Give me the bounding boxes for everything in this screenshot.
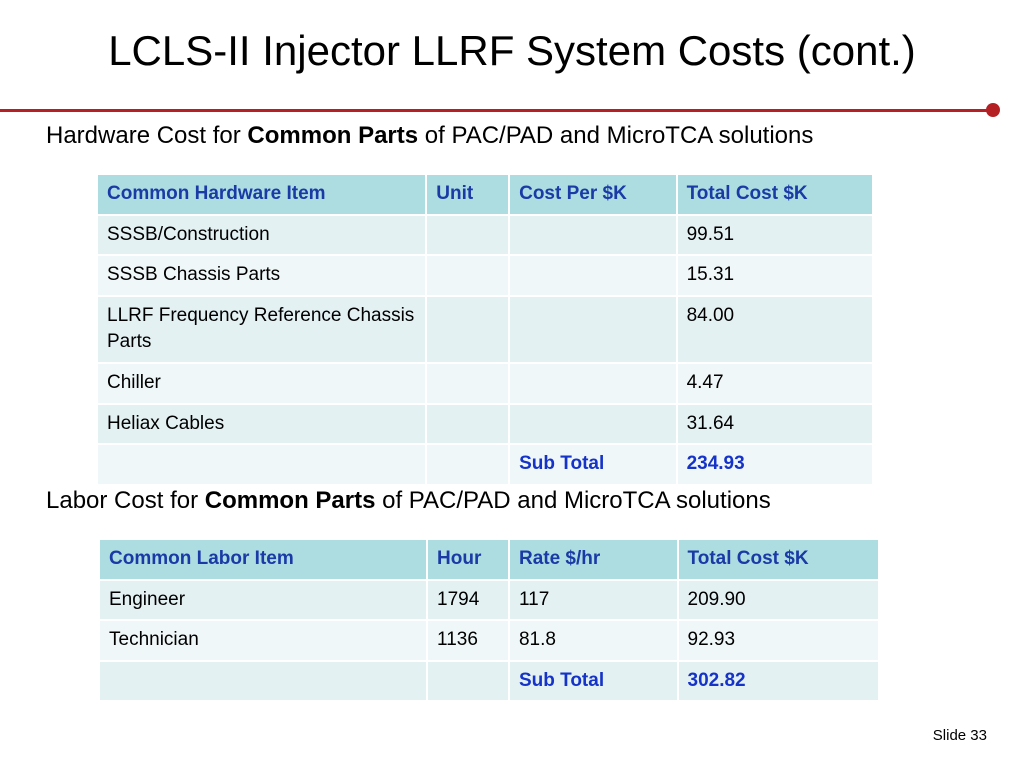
table-cell: 1136 bbox=[426, 619, 510, 662]
table-cell bbox=[508, 254, 678, 297]
table-cell bbox=[97, 659, 429, 703]
labor-heading-suffix: of PAC/PAD and MicroTCA solutions bbox=[375, 487, 771, 514]
table-cell: 209.90 bbox=[676, 578, 881, 622]
slide-number: Slide 33 bbox=[932, 727, 987, 744]
table-cell: 92.93 bbox=[676, 619, 881, 662]
table-cell bbox=[426, 659, 510, 703]
hardware-heading-prefix: Hardware Cost for bbox=[46, 122, 248, 149]
table-cell bbox=[508, 361, 678, 405]
table-row: Chiller 4.47 bbox=[95, 361, 875, 405]
labor-cost-table: Common Labor Item Hour Rate $/hr Total C… bbox=[97, 538, 881, 703]
table-cell: 1794 bbox=[426, 578, 510, 622]
table-cell: 81.8 bbox=[507, 619, 679, 662]
hardware-heading-bold: Common Parts bbox=[247, 122, 419, 149]
table-cell bbox=[425, 361, 511, 405]
subtotal-value: 302.82 bbox=[676, 659, 881, 703]
subtotal-value: 234.93 bbox=[675, 443, 875, 486]
table-cell bbox=[425, 443, 511, 486]
column-header: Total Cost $K bbox=[676, 538, 881, 581]
hardware-cost-table: Common Hardware Item Unit Cost Per $K To… bbox=[95, 173, 875, 486]
column-header: Rate $/hr bbox=[507, 538, 679, 581]
table-cell: 117 bbox=[507, 578, 679, 622]
table-row: LLRF Frequency Reference Chassis Parts 8… bbox=[95, 294, 875, 364]
table-header-row: Common Hardware Item Unit Cost Per $K To… bbox=[95, 173, 875, 216]
hardware-heading-suffix: of PAC/PAD and MicroTCA solutions bbox=[418, 122, 814, 149]
divider-endpoint-dot bbox=[986, 103, 1000, 117]
table-cell: 31.64 bbox=[675, 402, 875, 446]
subtotal-label: Sub Total bbox=[507, 659, 679, 703]
column-header: Unit bbox=[425, 173, 511, 216]
table-cell bbox=[508, 294, 678, 364]
table-row: Technician 1136 81.8 92.93 bbox=[97, 619, 881, 662]
table-cell bbox=[425, 213, 511, 257]
title-divider bbox=[0, 109, 990, 112]
table-cell: 4.47 bbox=[675, 361, 875, 405]
table-cell: Technician bbox=[97, 619, 429, 662]
table-cell bbox=[425, 294, 511, 364]
table-row: SSSB/Construction 99.51 bbox=[95, 213, 875, 257]
table-row: SSSB Chassis Parts 15.31 bbox=[95, 254, 875, 297]
table-row: Heliax Cables 31.64 bbox=[95, 402, 875, 446]
table-cell bbox=[425, 254, 511, 297]
table-cell bbox=[425, 402, 511, 446]
table-cell bbox=[508, 213, 678, 257]
table-cell: SSSB Chassis Parts bbox=[95, 254, 428, 297]
labor-heading-bold: Common Parts bbox=[204, 487, 376, 514]
table-row: Engineer 1794 117 209.90 bbox=[97, 578, 881, 622]
column-header: Common Labor Item bbox=[97, 538, 429, 581]
table-cell bbox=[95, 443, 428, 486]
hardware-heading: Hardware Cost for Common Parts of PAC/PA… bbox=[46, 122, 813, 151]
table-cell: 84.00 bbox=[675, 294, 875, 364]
column-header: Total Cost $K bbox=[675, 173, 875, 216]
subtotal-row: Sub Total 234.93 bbox=[95, 443, 875, 486]
table-cell: Engineer bbox=[97, 578, 429, 622]
column-header: Cost Per $K bbox=[508, 173, 678, 216]
column-header: Hour bbox=[426, 538, 510, 581]
table-cell: 99.51 bbox=[675, 213, 875, 257]
column-header: Common Hardware Item bbox=[95, 173, 428, 216]
table-cell: LLRF Frequency Reference Chassis Parts bbox=[95, 294, 428, 364]
subtotal-row: Sub Total 302.82 bbox=[97, 659, 881, 703]
table-cell: 15.31 bbox=[675, 254, 875, 297]
table-cell: SSSB/Construction bbox=[95, 213, 428, 257]
table-cell: Chiller bbox=[95, 361, 428, 405]
table-cell bbox=[508, 402, 678, 446]
slide-title: LCLS-II Injector LLRF System Costs (cont… bbox=[108, 27, 916, 74]
table-cell: Heliax Cables bbox=[95, 402, 428, 446]
table-header-row: Common Labor Item Hour Rate $/hr Total C… bbox=[97, 538, 881, 581]
labor-heading-prefix: Labor Cost for bbox=[46, 487, 205, 514]
subtotal-label: Sub Total bbox=[508, 443, 678, 486]
labor-heading: Labor Cost for Common Parts of PAC/PAD a… bbox=[46, 487, 771, 516]
